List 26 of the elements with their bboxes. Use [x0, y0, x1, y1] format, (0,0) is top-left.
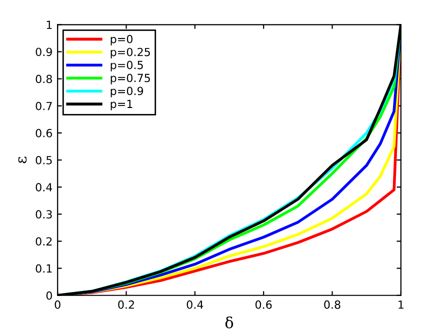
- x-axis-title: δ: [225, 316, 234, 328]
- y-tick-label: 0: [46, 291, 52, 300]
- legend-label: p=0.25: [110, 48, 150, 58]
- y-axis-title: ε: [18, 156, 27, 164]
- y-tick-label: 0.3: [36, 210, 52, 219]
- legend-label: p=1: [110, 100, 132, 110]
- legend-label: p=0: [110, 34, 133, 46]
- y-tick-label: 0.1: [36, 264, 52, 273]
- y-tick-label: 0.8: [36, 74, 52, 84]
- y-tick-label: 0.6: [36, 128, 52, 138]
- legend-label: p=0.9: [110, 86, 144, 98]
- y-tick-label: 1: [46, 20, 52, 29]
- x-tick-label: 0.6: [255, 300, 272, 309]
- y-tick-label: 0.9: [36, 48, 52, 56]
- x-tick-label: 0.8: [324, 300, 340, 309]
- x-tick-label: 0.2: [118, 300, 134, 309]
- y-tick-label: 0.7: [36, 102, 52, 110]
- y-tick-label: 0.5: [36, 156, 52, 164]
- x-tick-label: 0.4: [186, 300, 204, 309]
- y-tick-label: 0.2: [36, 237, 52, 246]
- legend-label: p=0.5: [110, 60, 143, 72]
- legend-label: p=0.75: [110, 74, 150, 84]
- x-tick-label: 1: [398, 300, 404, 309]
- x-tick-label: 0: [54, 300, 60, 309]
- y-tick-label: 0.4: [36, 183, 52, 192]
- line-series: [58, 24, 401, 296]
